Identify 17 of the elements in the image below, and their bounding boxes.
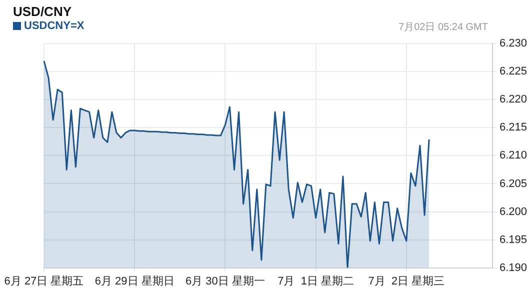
x-tick-label: 6月 27日 星期五 (4, 275, 84, 288)
text: 7月02日 05:24 GMT (398, 21, 488, 34)
y-tick-label: 6.195 (499, 234, 528, 246)
x-tick-label: 6月 29日 星期日 (94, 275, 174, 288)
y-tick-label: 6.210 (499, 150, 528, 162)
chart-title: USD/CNY (13, 4, 72, 19)
y-tick-label: 6.200 (499, 206, 528, 218)
y-tick-label: 6.215 (499, 122, 528, 134)
y-tick-label: 6.230 (499, 38, 528, 50)
y-tick-label: 6.190 (499, 262, 528, 274)
y-tick-label: 6.225 (499, 66, 528, 78)
x-tick-label: 7月 1日 星期二 (278, 275, 354, 288)
y-tick-label: 6.220 (499, 94, 528, 106)
legend-label: USDCNY=X (24, 20, 84, 32)
y-tick-label: 6.205 (499, 178, 528, 190)
x-tick-label: 6月 30日 星期一 (185, 275, 265, 288)
x-tick-label: 7月 2日 星期三 (368, 275, 445, 288)
